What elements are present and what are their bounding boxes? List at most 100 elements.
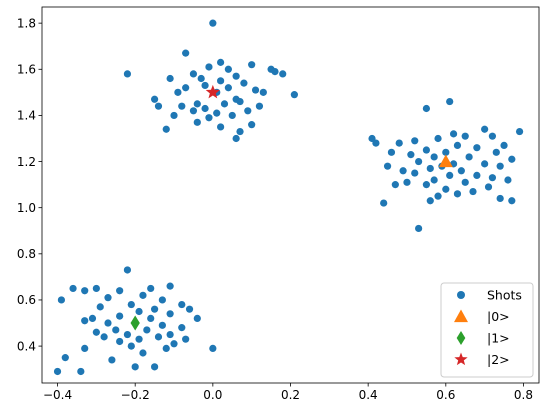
data-point: [193, 314, 201, 323]
data-point: [461, 132, 469, 140]
y-tick-label: 0.6: [17, 293, 36, 307]
data-point: [232, 134, 240, 143]
data-point: [411, 137, 419, 145]
legend: Shots |0> |1> |2>: [440, 282, 534, 378]
state-marker-1: [438, 154, 453, 168]
data-point: [154, 333, 163, 341]
legend-label: |1>: [487, 331, 510, 346]
data-point: [166, 74, 174, 83]
legend-entry-1: |1>: [456, 331, 510, 346]
data-point: [104, 319, 112, 327]
data-point: [205, 63, 213, 71]
data-point: [391, 181, 399, 189]
data-point: [442, 148, 450, 156]
data-point: [407, 151, 415, 159]
data-point: [217, 77, 225, 85]
data-point: [279, 70, 287, 78]
legend-marker-0: [454, 309, 468, 323]
data-point: [170, 340, 178, 348]
data-point: [224, 65, 232, 73]
data-point: [116, 287, 124, 295]
legend-marker-1: [456, 331, 466, 345]
data-point: [88, 314, 97, 323]
data-point: [100, 333, 108, 341]
data-point: [151, 95, 159, 103]
data-point: [178, 102, 186, 110]
y-tick-label: 1.4: [17, 109, 36, 123]
data-point: [77, 367, 85, 376]
data-point: [473, 171, 481, 179]
data-point: [112, 326, 120, 334]
data-point: [496, 194, 504, 203]
data-point: [236, 97, 244, 106]
data-point: [453, 141, 462, 150]
data-point: [131, 363, 139, 371]
data-point: [481, 125, 489, 133]
legend-entry-Shots: Shots: [457, 288, 522, 303]
data-point: [197, 74, 205, 83]
legend-entry-0: |0>: [454, 309, 510, 324]
data-point: [430, 176, 438, 184]
data-point: [236, 127, 244, 136]
data-point: [372, 139, 380, 147]
data-point: [399, 167, 407, 175]
data-point: [453, 190, 462, 198]
legend-label: |0>: [487, 309, 510, 324]
x-tick-label: 0.2: [281, 388, 300, 402]
x-tick-label: 0.6: [436, 388, 455, 402]
data-point: [151, 363, 159, 371]
data-point: [166, 282, 174, 290]
data-point: [446, 97, 454, 106]
data-point: [426, 164, 434, 173]
data-point: [189, 107, 198, 115]
data-point: [201, 81, 209, 90]
data-point: [166, 310, 174, 318]
data-point: [290, 91, 298, 99]
data-point: [434, 192, 442, 200]
data-point: [220, 100, 229, 108]
data-point: [193, 118, 201, 126]
data-point: [442, 185, 450, 193]
data-point: [209, 344, 217, 352]
data-point: [469, 187, 477, 196]
data-point: [248, 61, 256, 69]
data-point: [481, 160, 489, 168]
data-point: [158, 321, 166, 329]
y-tick-label: 1.2: [17, 155, 36, 169]
data-point: [465, 153, 473, 161]
data-point: [166, 330, 174, 339]
data-point: [240, 79, 248, 87]
x-tick-label: 0.8: [514, 388, 533, 402]
state-marker-3: [205, 84, 220, 99]
data-point: [488, 132, 497, 140]
data-point: [123, 70, 132, 78]
y-tick-label: 1.0: [17, 201, 36, 215]
data-point: [500, 141, 508, 150]
data-point: [504, 176, 512, 184]
data-point: [135, 307, 143, 316]
data-point: [151, 305, 159, 313]
data-point: [217, 123, 225, 131]
data-point: [515, 127, 524, 136]
legend-box: [440, 282, 534, 378]
data-point: [415, 224, 423, 233]
data-point: [96, 303, 104, 311]
data-point: [213, 109, 221, 117]
data-point: [403, 178, 411, 186]
data-point: [139, 349, 147, 357]
y-tick-label: 1.6: [17, 62, 36, 76]
data-point: [488, 174, 497, 182]
data-point: [92, 328, 100, 336]
data-point: [139, 291, 147, 299]
data-point: [492, 148, 500, 156]
data-point: [217, 58, 225, 66]
data-point: [154, 102, 163, 110]
data-point: [158, 296, 166, 304]
y-tick-label: 1.8: [17, 16, 36, 30]
data-point: [415, 157, 423, 166]
data-point: [108, 356, 116, 364]
x-tick-label: −0.2: [121, 388, 150, 402]
data-point: [508, 197, 516, 205]
data-point: [127, 342, 135, 350]
data-point: [205, 114, 213, 122]
